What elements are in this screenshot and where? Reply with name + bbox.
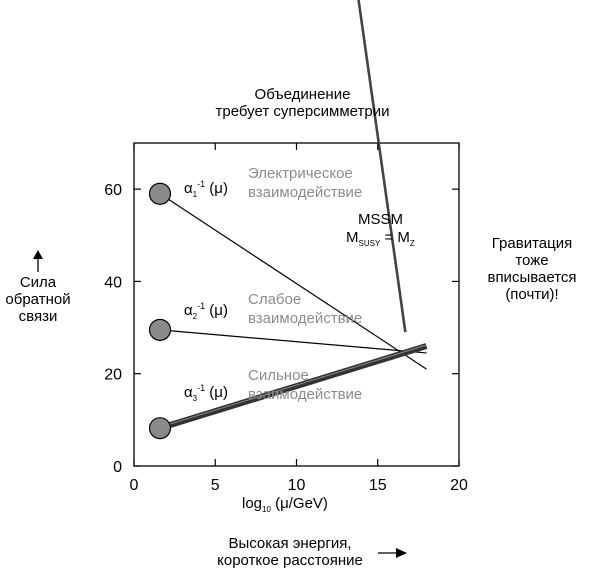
strong-line-2: взаимодействие xyxy=(248,386,363,403)
xlabel-rest: (μ/GeV) xyxy=(270,495,328,512)
mssm-label: MSSM xyxy=(358,211,403,228)
weak-line-1: Слабое xyxy=(248,291,302,308)
strong-label: Сильное взаимодействие xyxy=(248,366,362,404)
alpha1-sub: 1 xyxy=(192,190,198,199)
em-label: Электрическое взаимодействие xyxy=(248,164,362,202)
mssm-sub1: SUSY xyxy=(358,239,381,248)
y-tick-label-60: 60 xyxy=(104,182,122,199)
series-2-marker xyxy=(148,318,172,341)
x-tick-label-20: 20 xyxy=(450,477,468,494)
alpha2-base: α xyxy=(184,302,193,319)
alpha1-label: α1-1 (μ) xyxy=(184,176,228,203)
alpha2-sub: 2 xyxy=(192,312,198,321)
em-line-2: взаимодействие xyxy=(248,184,363,201)
series-3-marker xyxy=(148,417,172,440)
weak-label: Слабое взаимодействие xyxy=(248,290,362,328)
mssm-sub2: Z xyxy=(409,239,415,248)
y-tick-label-20: 20 xyxy=(104,367,122,384)
series-1-marker xyxy=(148,182,172,205)
up-arrow-icon xyxy=(0,250,76,274)
alpha3-base: α xyxy=(184,384,193,401)
series-3-band xyxy=(159,343,428,432)
strong-line-1: Сильное xyxy=(248,367,309,384)
y-tick-label-0: 0 xyxy=(113,459,122,476)
xcaption-line-2: короткое расстояние xyxy=(217,552,363,569)
x-tick-label-15: 15 xyxy=(369,477,387,494)
alpha1-sup: -1 xyxy=(197,179,206,189)
x-tick-label-10: 10 xyxy=(288,477,306,494)
alpha3-rest: (μ) xyxy=(205,384,228,401)
y-axis-caption: Сила обратной связи xyxy=(0,250,76,325)
weak-line-2: взаимодействие xyxy=(248,310,363,327)
em-line-1: Электрическое xyxy=(248,165,353,182)
ylabel-line-1: Сила xyxy=(19,274,57,291)
alpha2-label: α2-1 (μ) xyxy=(184,298,228,325)
x-tick-label-0: 0 xyxy=(130,477,139,494)
series-2-line xyxy=(159,329,427,354)
mssm-m1: M xyxy=(346,229,359,246)
mssm-equation: MSUSY = MZ xyxy=(346,229,415,252)
unification-line-2: требует суперсимметрии xyxy=(215,103,390,120)
alpha1-base: α xyxy=(184,180,193,197)
alpha3-label: α3-1 (μ) xyxy=(184,380,228,407)
gravity-line-4: (почти)! xyxy=(505,286,559,303)
right-arrow-icon xyxy=(378,546,408,564)
xcaption-line-1: Высокая энергия, xyxy=(228,535,352,552)
mssm-eq: = M xyxy=(380,229,410,246)
gravity-line-2: тоже xyxy=(515,252,549,269)
ylabel-line-3: связи xyxy=(18,308,58,325)
gravity-line-3: вписывается xyxy=(487,269,577,286)
xlabel-sub: 10 xyxy=(262,505,271,514)
gravity-line-1: Гравитация xyxy=(491,235,573,252)
alpha1-rest: (μ) xyxy=(205,180,228,197)
x-tick-label-5: 5 xyxy=(211,477,220,494)
xlabel-text: log xyxy=(242,495,263,512)
alpha2-rest: (μ) xyxy=(205,302,228,319)
ylabel-line-2: обратной xyxy=(5,291,71,308)
alpha2-sup: -1 xyxy=(197,301,206,311)
gravity-note: Гравитация тоже вписывается (почти)! xyxy=(472,235,592,303)
mssm-line xyxy=(357,0,407,333)
unification-line-1: Объединение xyxy=(254,86,351,103)
unification-note: Объединение требует суперсимметрии xyxy=(195,86,410,120)
x-axis-label: log10 (μ/GeV) xyxy=(242,495,328,518)
series-1-line xyxy=(159,193,427,370)
series-3-line xyxy=(159,344,427,428)
alpha3-sup: -1 xyxy=(197,383,206,393)
alpha3-sub: 3 xyxy=(192,394,198,403)
x-axis-caption: Высокая энергия, короткое расстояние xyxy=(205,535,375,569)
y-tick-label-40: 40 xyxy=(104,274,122,291)
